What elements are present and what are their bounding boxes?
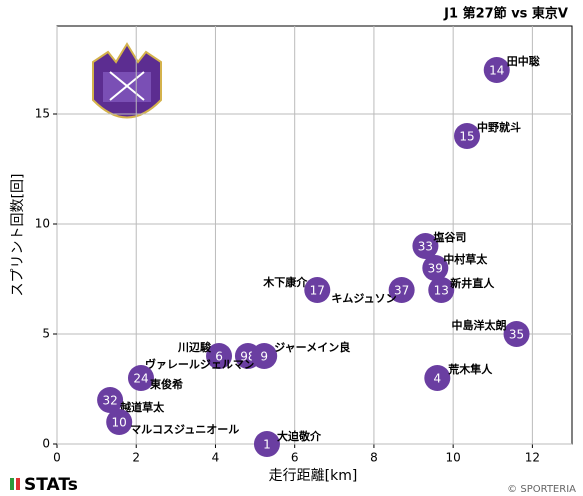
point-label: 川辺駿	[177, 340, 212, 354]
x-tick-label: 2	[132, 451, 140, 465]
point-label: ヴァレールジェルマン	[145, 357, 255, 371]
point	[483, 57, 510, 83]
point-label: 荒木隼人	[447, 362, 493, 376]
point-label: 田中聡	[507, 54, 540, 68]
point-label: 中野就斗	[477, 120, 521, 134]
copyright: © SPORTERIA	[507, 484, 576, 495]
point	[251, 343, 278, 369]
point-number: 1	[263, 438, 271, 452]
point-label: 中村草太	[443, 252, 488, 266]
point	[412, 233, 439, 259]
point-number: 39	[428, 262, 443, 276]
x-tick-label: 10	[446, 451, 461, 465]
y-tick-label: 0	[42, 437, 50, 451]
point	[106, 409, 133, 435]
chart-title: J1 第27節 vs 東京V	[443, 6, 568, 22]
point	[422, 255, 449, 281]
club-emblem	[92, 42, 162, 119]
point-number: 10	[112, 416, 127, 430]
point-number: 24	[133, 372, 148, 386]
point-number: 32	[102, 394, 117, 408]
x-tick-label: 8	[370, 451, 378, 465]
point	[127, 365, 154, 391]
x-tick-label: 6	[291, 451, 299, 465]
point-label: 越道草太	[119, 400, 165, 414]
point-number: 17	[310, 284, 325, 298]
x-tick-label: 0	[53, 451, 61, 465]
point	[454, 123, 481, 149]
point-number: 33	[418, 240, 433, 254]
point-number: 6	[215, 350, 223, 364]
y-tick-label: 5	[42, 327, 50, 341]
point-number: 9	[260, 350, 268, 364]
point	[424, 365, 451, 391]
point	[428, 277, 455, 303]
point-label: マルコスジュニオール	[130, 423, 239, 436]
point-label: 中島洋太朗	[452, 318, 507, 332]
x-axis-label: 走行距離[km]	[269, 467, 358, 484]
point-label: 木下康介	[262, 275, 308, 289]
point-label: キムジュソン	[331, 292, 396, 305]
point	[304, 277, 331, 303]
point-label: 大迫敬介	[277, 429, 322, 443]
point-number: 14	[489, 64, 504, 78]
point-number: 4	[433, 372, 441, 386]
point-number: 15	[459, 130, 474, 144]
point-number: 35	[509, 328, 524, 342]
x-tick-label: 12	[525, 451, 540, 465]
point	[206, 343, 233, 369]
y-axis-label: スプリント回数[回]	[10, 174, 26, 297]
brand: STATs	[24, 475, 78, 495]
point-label: 東俊希	[150, 377, 183, 391]
y-tick-label: 10	[35, 217, 50, 231]
point	[253, 431, 280, 457]
point-label: ジャーメイン良	[274, 340, 350, 354]
y-tick-label: 15	[35, 107, 50, 121]
brand-logo: STATs	[10, 475, 78, 495]
point	[97, 387, 124, 413]
point	[503, 321, 530, 347]
x-tick-label: 4	[212, 451, 220, 465]
point-number: 37	[394, 284, 409, 298]
point-number: 13	[434, 284, 449, 298]
point	[388, 277, 415, 303]
point-label: 塩谷司	[433, 230, 466, 244]
point-label: 新井直人	[450, 276, 495, 290]
